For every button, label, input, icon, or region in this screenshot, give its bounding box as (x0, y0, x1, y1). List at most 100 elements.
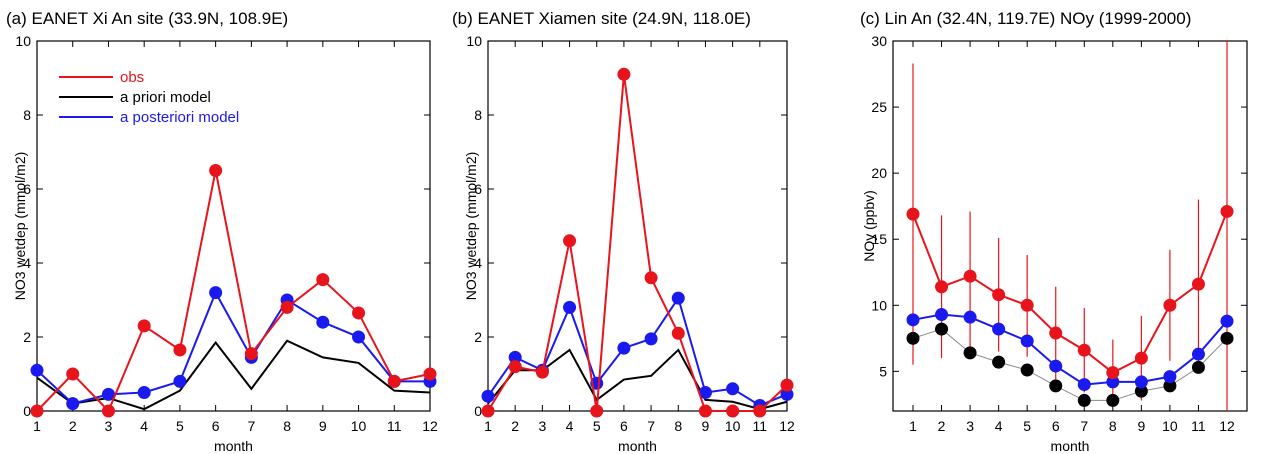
panel-c-xlabel: month (1051, 438, 1090, 454)
panel-0-point-obs (244, 347, 258, 361)
panel-0-ytick-label: 8 (23, 107, 31, 123)
panel-1-ytick-label: 10 (466, 33, 482, 49)
panel-0-xtick-label: 2 (69, 418, 77, 434)
panel-0-ytick-label: 4 (23, 255, 31, 271)
panel-2-xtick-label: 2 (938, 418, 946, 434)
panel-2-point-obs (935, 280, 949, 294)
panel-2-point-a-posteriori-model (1134, 375, 1148, 389)
panel-0-xtick-label: 6 (212, 418, 220, 434)
panel-0-point-a-posteriori-model (30, 363, 44, 377)
panel-1-point-obs (753, 404, 767, 418)
panel-1-xtick-label: 6 (620, 418, 628, 434)
panel-2-point-a-priori-model (1163, 379, 1177, 393)
panel-c-frame (892, 40, 1248, 412)
panel-2-point-a-priori-model (963, 346, 977, 360)
panel-2-ytick-label: 30 (871, 33, 887, 49)
panel-1-ytick-label: 6 (474, 181, 482, 197)
panel-2-ytick-label: 20 (871, 165, 887, 181)
panel-0-xtick-label: 11 (387, 418, 402, 434)
panel-1-point-a-posteriori-model (698, 386, 712, 399)
panel-2-ytick-label: 15 (871, 231, 887, 247)
panel-0-point-a-posteriori-model (101, 387, 115, 401)
panel-0-xtick-label: 8 (283, 418, 291, 434)
panel-2-xtick-label: 7 (1080, 418, 1088, 434)
panel-1-point-a-posteriori-model (671, 291, 685, 305)
panel-1-xtick-label: 9 (702, 418, 710, 434)
panel-0-series-obs (36, 170, 431, 413)
panel-2-xtick-label: 12 (1219, 418, 1235, 434)
panel-2-xtick-label: 4 (995, 418, 1003, 434)
panel-2-point-a-priori-model (1106, 393, 1120, 407)
panel-1-point-obs (535, 365, 549, 379)
panel-2-point-a-posteriori-model (1077, 378, 1091, 392)
panel-0-point-obs (387, 374, 401, 388)
panel-2-xtick-label: 6 (1052, 418, 1060, 434)
panel-0-series-a-priori-model (36, 339, 431, 411)
panel-2-point-a-posteriori-model (1220, 314, 1234, 328)
panel-2-point-a-priori-model (1220, 331, 1234, 345)
panel-0-point-a-posteriori-model (352, 330, 366, 344)
panel-c-title: (c) Lin An (32.4N, 119.7E) NOy (1999-200… (860, 9, 1191, 28)
panel-2-xtick-label: 11 (1191, 418, 1206, 434)
panel-1-point-obs (698, 404, 712, 418)
panel-1-point-obs (508, 360, 522, 374)
panel-0-point-a-posteriori-model (66, 397, 80, 411)
panel-2-point-a-priori-model (935, 322, 949, 336)
panel-2-point-obs (1220, 204, 1234, 218)
panel-2-point-a-posteriori-model (992, 322, 1006, 336)
panel-0-point-obs (423, 367, 437, 381)
legend-post-label: a posteriori model (120, 109, 239, 126)
panel-2-point-obs (1049, 326, 1063, 340)
panel-2-point-obs (1020, 298, 1034, 312)
panel-2-point-a-posteriori-model (1049, 359, 1063, 373)
panel-2-xtick-label: 1 (909, 418, 917, 434)
panel-1-ytick-label: 8 (474, 107, 482, 123)
panel-1-point-a-posteriori-model (644, 332, 658, 346)
panel-2-ytick-label: 25 (871, 99, 887, 115)
panel-0-point-a-posteriori-model (316, 315, 330, 329)
panel-1-xtick-label: 12 (779, 418, 795, 434)
panel-2-point-a-priori-model (1077, 393, 1091, 407)
panel-1-point-a-posteriori-model (481, 389, 495, 403)
panel-1-series-a-posteriori-model (487, 295, 788, 407)
panel-1-series-obs (487, 74, 788, 412)
panel-2-xtick-label: 5 (1023, 418, 1031, 434)
panel-0-point-obs (137, 319, 151, 333)
panel-2-point-obs (1106, 366, 1120, 380)
panel-2-point-obs (963, 269, 977, 283)
panel-2-point-obs (1191, 277, 1205, 291)
panel-2-point-a-priori-model (1020, 363, 1034, 377)
panel-0-point-obs (316, 273, 330, 287)
panel-0-ytick-label: 10 (15, 33, 31, 49)
legend-obs-label: obs (120, 69, 144, 86)
panel-1-point-obs (780, 378, 794, 392)
panel-2-point-obs (1134, 351, 1148, 365)
panel-2-point-a-priori-model (906, 331, 920, 345)
panel-1-xtick-label: 8 (674, 418, 682, 434)
panel-2-series-a-posteriori-model (912, 313, 1228, 386)
panel-1-point-a-posteriori-model (563, 300, 577, 314)
panel-0-xtick-label: 3 (105, 418, 113, 434)
panel-2-point-obs (992, 288, 1006, 302)
panel-1-point-obs (617, 67, 631, 81)
panel-c-ylabel: NOy (ppbv) (861, 190, 877, 262)
panel-2-point-a-priori-model (1191, 360, 1205, 374)
panel-0-point-obs (66, 367, 80, 381)
panel-1-xtick-label: 5 (593, 418, 601, 434)
panel-0-point-a-posteriori-model (173, 374, 187, 388)
panel-1-xtick-label: 11 (753, 418, 768, 434)
panel-b-xlabel: month (618, 438, 657, 454)
panel-0-point-a-posteriori-model (209, 286, 223, 300)
panel-1-xtick-label: 7 (647, 418, 655, 434)
panel-1-xtick-label: 10 (725, 418, 741, 434)
panel-0-point-obs (101, 404, 115, 418)
panel-2-point-a-posteriori-model (935, 308, 949, 322)
panel-1-series-a-priori-model (487, 348, 788, 411)
panel-0-point-obs (209, 164, 223, 177)
panel-b-ylabel: NO3 wetdep (mmol/m2) (463, 152, 479, 301)
panel-2-point-obs (1077, 343, 1091, 357)
panel-1-xtick-label: 2 (511, 418, 519, 434)
panel-1-point-obs (481, 404, 495, 418)
